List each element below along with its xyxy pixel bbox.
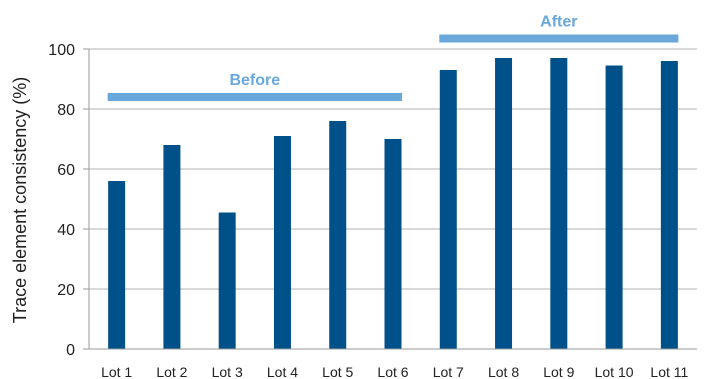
- annotation-label-after: After: [540, 14, 577, 31]
- y-tick-label: 20: [57, 282, 75, 299]
- bar-lot-8: [495, 58, 513, 349]
- x-tick-label: Lot 1: [101, 364, 132, 379]
- y-tick-label: 0: [66, 342, 75, 359]
- x-tick-label: Lot 5: [322, 364, 353, 379]
- bar-lot-4: [273, 136, 291, 349]
- x-tick-label: Lot 7: [433, 364, 464, 379]
- annotations: Before After: [107, 14, 679, 101]
- y-axis-label: Trace element consistency (%): [10, 77, 30, 323]
- y-tick-label: 60: [57, 162, 75, 179]
- axes: [83, 48, 697, 350]
- x-tick-label: Lot 9: [543, 364, 574, 379]
- bar-lot-6: [384, 139, 402, 349]
- bar-lot-2: [163, 145, 181, 349]
- y-tick-label: 40: [57, 222, 75, 239]
- bar-lot-1: [108, 181, 126, 349]
- x-tick-label: Lot 10: [595, 364, 634, 379]
- y-tick-label: 100: [48, 42, 75, 59]
- annotation-bar-before: [107, 93, 403, 101]
- bar-lot-3: [218, 212, 236, 349]
- bars: [108, 58, 678, 349]
- x-tick-label: Lot 2: [156, 364, 187, 379]
- bar-lot-10: [605, 65, 623, 349]
- bar-lot-11: [660, 61, 678, 349]
- bar-lot-9: [550, 58, 568, 349]
- annotation-bar-after: [439, 34, 679, 43]
- y-tick-labels: 0 20 40 60 80 100: [48, 42, 75, 359]
- x-tick-label: Lot 4: [267, 364, 298, 379]
- x-tick-label: Lot 6: [377, 364, 408, 379]
- x-tick-labels: Lot 1 Lot 2 Lot 3 Lot 4 Lot 5 Lot 6 Lot 7 Lot 8…: [101, 364, 688, 379]
- x-tick-label: Lot 8: [488, 364, 519, 379]
- y-tick-label: 80: [57, 102, 75, 119]
- bar-lot-7: [439, 70, 457, 349]
- annotation-label-before: Before: [229, 72, 280, 89]
- x-tick-label: Lot 3: [212, 364, 243, 379]
- x-tick-label: Lot 11: [650, 364, 688, 379]
- bar-lot-5: [329, 121, 347, 349]
